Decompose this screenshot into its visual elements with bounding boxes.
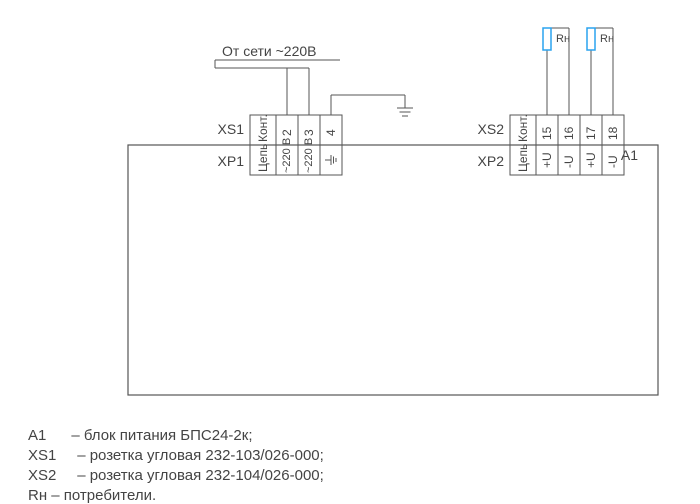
xs2-header: Конт. bbox=[516, 114, 530, 142]
device-label: A1 bbox=[621, 147, 638, 163]
xs1-label: XS1 bbox=[218, 121, 245, 137]
xp1-header: Цепь bbox=[256, 144, 270, 172]
device-box bbox=[128, 145, 658, 395]
xp1-label: XP1 bbox=[218, 153, 245, 169]
xs1-pin-0: 2 bbox=[280, 129, 294, 136]
xp1-ground-icon bbox=[325, 155, 336, 165]
xs2-grid: Конт. 15 16 17 18 bbox=[510, 114, 624, 145]
legend-xs1: XS1 – розетка угловая 232-103/026-000; bbox=[28, 447, 324, 464]
resistor-2-icon bbox=[587, 28, 595, 50]
legend-rn: Rн – потребители. bbox=[28, 487, 156, 504]
resistor-1-icon bbox=[543, 28, 551, 50]
xp1-circ-1: ~220 В bbox=[303, 138, 315, 173]
xp2-header: Цепь bbox=[516, 144, 530, 172]
xs2-label: XS2 bbox=[478, 121, 505, 137]
xp1-grid: Цепь ~220 В ~220 В bbox=[250, 138, 342, 175]
xs1-header: Конт. bbox=[256, 114, 270, 142]
xp1-circ-0: ~220 В bbox=[281, 138, 293, 173]
xp2-grid: Цепь +U -U +U -U bbox=[510, 144, 624, 175]
legend-a1: A1 – блок питания БПС24-2к; bbox=[28, 427, 252, 444]
xp2-circ-3: -U bbox=[606, 155, 620, 168]
xs2-pin-1: 16 bbox=[562, 126, 576, 140]
mains-feed: От сети ~220В bbox=[215, 43, 340, 115]
earth-feed bbox=[331, 95, 413, 116]
xs2-pin-2: 17 bbox=[584, 126, 598, 140]
mains-label: От сети ~220В bbox=[222, 43, 317, 59]
xs1-pin-2: 4 bbox=[324, 129, 338, 136]
xs2-pin-3: 18 bbox=[606, 126, 620, 140]
xp2-circ-0: +U bbox=[540, 152, 554, 168]
xs2-pin-0: 15 bbox=[540, 126, 554, 140]
rn-label-1: Rн bbox=[556, 33, 570, 45]
xs1-pin-1: 3 bbox=[302, 129, 316, 136]
xp2-circ-1: -U bbox=[562, 155, 576, 168]
rn-label-2: Rн bbox=[600, 33, 614, 45]
xp2-label: XP2 bbox=[478, 153, 505, 169]
legend-xs2: XS2 – розетка угловая 232-104/026-000; bbox=[28, 467, 324, 484]
ground-icon bbox=[397, 108, 413, 116]
xs1-grid: Конт. 2 3 4 bbox=[250, 114, 342, 145]
xp2-circ-2: +U bbox=[584, 152, 598, 168]
